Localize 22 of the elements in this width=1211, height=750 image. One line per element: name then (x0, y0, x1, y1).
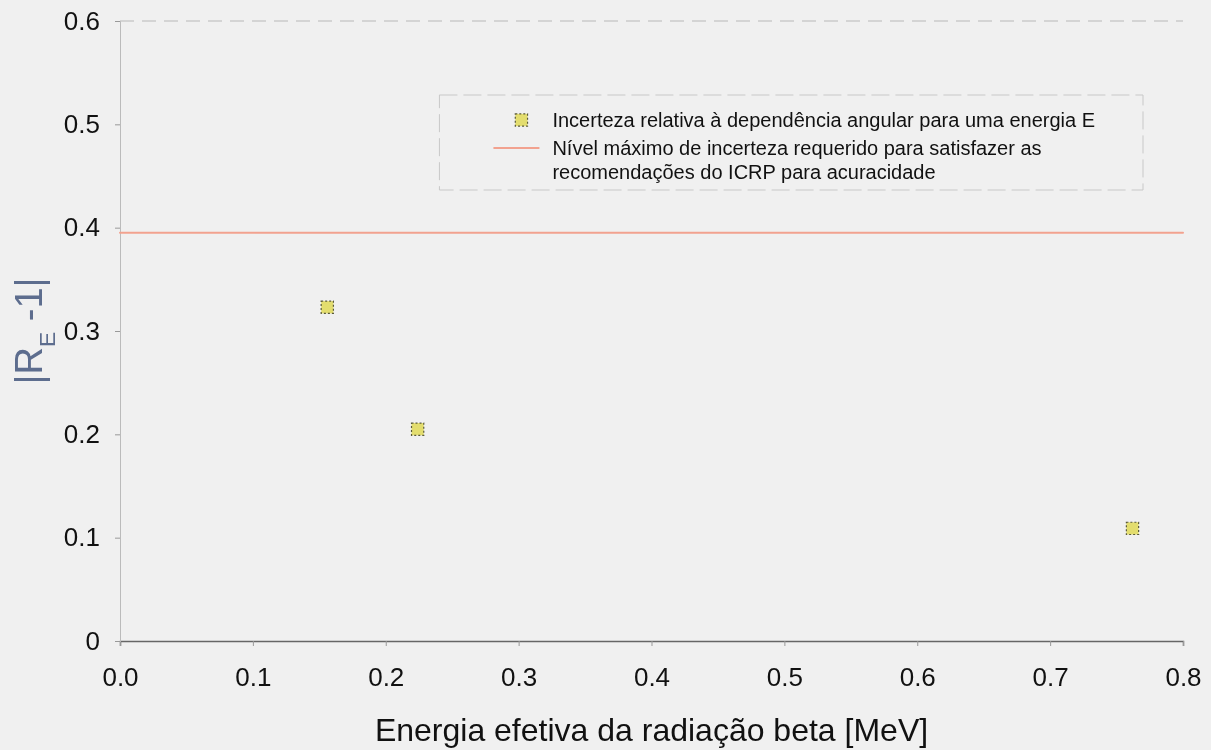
x-tick-label: 0.5 (766, 662, 803, 693)
y-tick-label: 0.2 (63, 419, 100, 450)
point (320, 300, 335, 314)
legend-label: Nível máximo de incerteza requerido para satisfazer as recomendações do ICRP para acuracidade (552, 137, 1042, 183)
y-tick-label: 0.4 (63, 212, 100, 243)
x-tick-label: 0.0 (102, 662, 139, 693)
point (1125, 521, 1140, 536)
y-tick-label: 0.6 (63, 5, 100, 36)
y-tick-label: 0 (85, 625, 100, 656)
y-tick-label: 0.5 (63, 109, 100, 140)
y-tick-label: 0.3 (63, 315, 100, 346)
y-tick-label: 0.1 (63, 522, 100, 553)
x-axis-title: Energia efetiva da radiação beta [MeV] (374, 712, 929, 748)
x-tick-label: 0.7 (1032, 662, 1069, 693)
legend-label: Incerteza relativa à dependência angular para uma energia E (552, 109, 1095, 131)
x-tick-label: 0.4 (633, 662, 671, 693)
x-tick-label: 0.1 (235, 662, 272, 693)
x-tick-label: 0.8 (1165, 662, 1202, 693)
x-tick-label: 0.2 (368, 662, 405, 693)
point (410, 422, 425, 436)
x-tick-label: 0.3 (501, 662, 538, 693)
x-tick-label: 0.6 (899, 662, 936, 693)
